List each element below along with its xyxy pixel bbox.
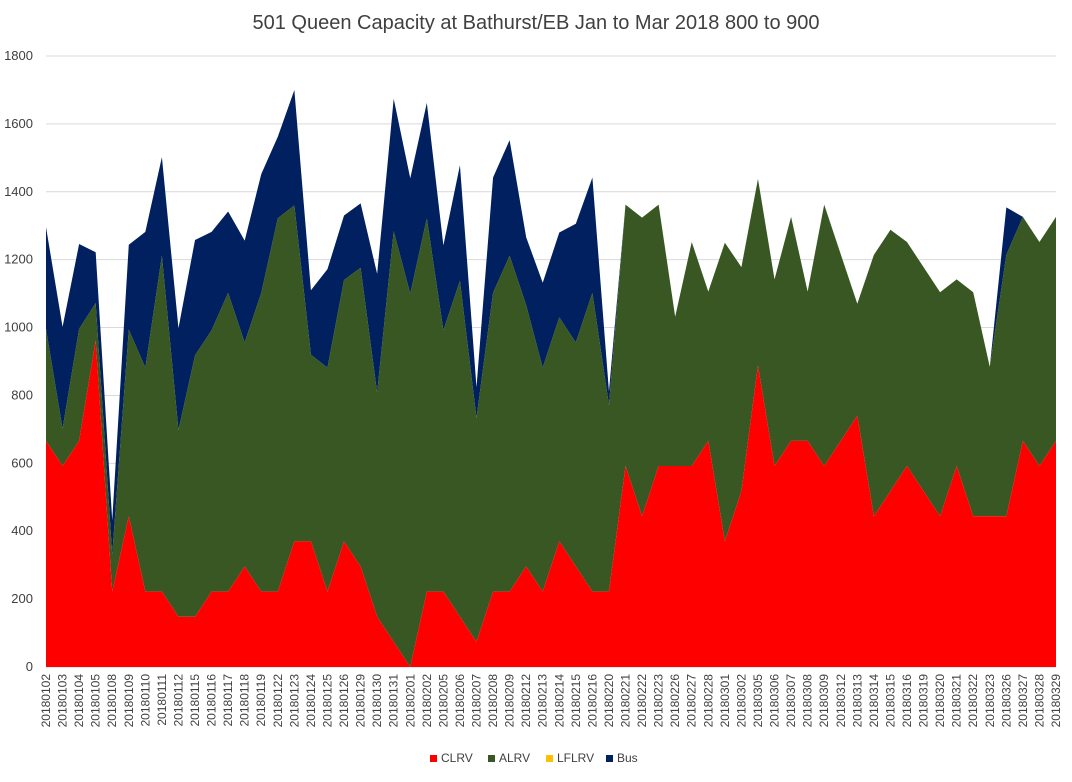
x-tick-label: 20180322 — [966, 674, 980, 728]
y-tick-label: 800 — [11, 387, 33, 402]
legend-label-clrv: CLRV — [441, 751, 473, 765]
y-tick-label: 1200 — [4, 252, 33, 267]
x-tick-label: 20180125 — [320, 674, 334, 728]
x-tick-label: 20180117 — [221, 674, 235, 727]
x-tick-label: 20180326 — [999, 674, 1013, 728]
x-tick-label: 20180103 — [56, 674, 70, 728]
x-tick-label: 20180202 — [420, 674, 434, 728]
x-tick-label: 20180214 — [552, 674, 566, 728]
legend-swatch-bus — [606, 755, 613, 762]
x-tick-label: 20180216 — [585, 674, 599, 728]
legend-label-alrv: ALRV — [499, 751, 530, 765]
x-tick-label: 20180102 — [39, 674, 53, 728]
area-clrv — [46, 340, 1056, 667]
x-tick-label: 20180319 — [917, 674, 931, 728]
x-tick-label: 20180227 — [685, 674, 699, 728]
x-tick-label: 20180212 — [519, 674, 533, 728]
x-tick-label: 20180308 — [801, 674, 815, 728]
x-tick-label: 20180301 — [718, 674, 732, 728]
x-tick-label: 20180321 — [950, 674, 964, 728]
x-tick-label: 20180209 — [503, 674, 517, 728]
x-tick-label: 20180105 — [89, 674, 103, 728]
x-tick-label: 20180302 — [734, 674, 748, 728]
y-tick-label: 1800 — [4, 48, 33, 63]
x-tick-label: 20180316 — [900, 674, 914, 728]
legend: CLRV ALRV LFLRV Bus — [430, 751, 638, 765]
x-tick-label: 20180226 — [668, 674, 682, 728]
area-bus — [46, 89, 1056, 555]
x-tick-label: 20180320 — [933, 674, 947, 728]
legend-swatch-clrv — [430, 755, 437, 762]
y-tick-label: 1600 — [4, 116, 33, 131]
x-tick-label: 20180129 — [354, 674, 368, 728]
y-tick-label: 400 — [11, 523, 33, 538]
x-tick-label: 20180228 — [701, 674, 715, 728]
x-tick-label: 20180124 — [304, 674, 318, 728]
legend-swatch-lflrv — [546, 755, 553, 762]
x-tick-label: 20180305 — [751, 674, 765, 728]
x-tick-label: 20180111 — [155, 674, 169, 726]
x-tick-label: 20180109 — [122, 674, 136, 728]
x-tick-label: 20180329 — [1049, 674, 1063, 728]
x-tick-label: 20180309 — [817, 674, 831, 728]
x-tick-label: 20180116 — [205, 674, 219, 727]
x-tick-label: 20180327 — [1016, 674, 1030, 728]
y-axis-ticks: 0 200 400 600 800 1000 1200 1400 1600 1800 — [4, 48, 33, 674]
x-tick-label: 20180205 — [436, 674, 450, 728]
y-tick-label: 600 — [11, 455, 33, 470]
x-tick-label: 20180110 — [138, 674, 152, 727]
x-tick-label: 20180306 — [768, 674, 782, 728]
area-alrv — [46, 178, 1056, 667]
x-tick-label: 20180221 — [619, 674, 633, 728]
y-tick-label: 200 — [11, 591, 33, 606]
x-tick-label: 20180112 — [171, 674, 185, 727]
legend-swatch-alrv — [488, 755, 495, 762]
x-tick-label: 20180223 — [652, 674, 666, 728]
legend-label-lflrv: LFLRV — [557, 751, 594, 765]
x-tick-label: 20180118 — [238, 674, 252, 727]
x-tick-label: 20180222 — [635, 674, 649, 728]
x-tick-label: 20180314 — [867, 674, 881, 728]
y-tick-label: 0 — [26, 659, 33, 674]
legend-label-bus: Bus — [617, 751, 638, 765]
x-tick-label: 20180323 — [983, 674, 997, 728]
x-tick-label: 20180328 — [1032, 674, 1046, 728]
chart-title: 501 Queen Capacity at Bathurst/EB Jan to… — [252, 12, 819, 34]
x-axis-ticks: 20180102 20180103 20180104 20180105 20180108… — [39, 674, 1063, 728]
x-tick-label: 20180201 — [403, 674, 417, 728]
x-tick-label: 20180313 — [850, 674, 864, 728]
x-tick-label: 20180122 — [271, 674, 285, 728]
x-tick-label: 20180220 — [602, 674, 616, 728]
x-tick-label: 20180312 — [834, 674, 848, 728]
x-tick-label: 20180104 — [72, 674, 86, 728]
y-tick-label: 1400 — [4, 184, 33, 199]
x-tick-label: 20180207 — [469, 674, 483, 728]
x-tick-label: 20180206 — [453, 674, 467, 728]
x-tick-label: 20180215 — [569, 674, 583, 728]
x-tick-label: 20180315 — [883, 674, 897, 728]
x-tick-label: 20180307 — [784, 674, 798, 728]
x-tick-label: 20180119 — [254, 674, 268, 727]
x-tick-label: 20180213 — [536, 674, 550, 728]
x-tick-label: 20180126 — [337, 674, 351, 728]
y-tick-label: 1000 — [4, 320, 33, 335]
x-tick-label: 20180131 — [387, 674, 401, 728]
x-tick-label: 20180108 — [105, 674, 119, 728]
area-series — [46, 89, 1056, 667]
x-tick-label: 20180115 — [188, 674, 202, 727]
x-tick-label: 20180123 — [287, 674, 301, 728]
x-tick-label: 20180208 — [486, 674, 500, 728]
x-tick-label: 20180130 — [370, 674, 384, 728]
